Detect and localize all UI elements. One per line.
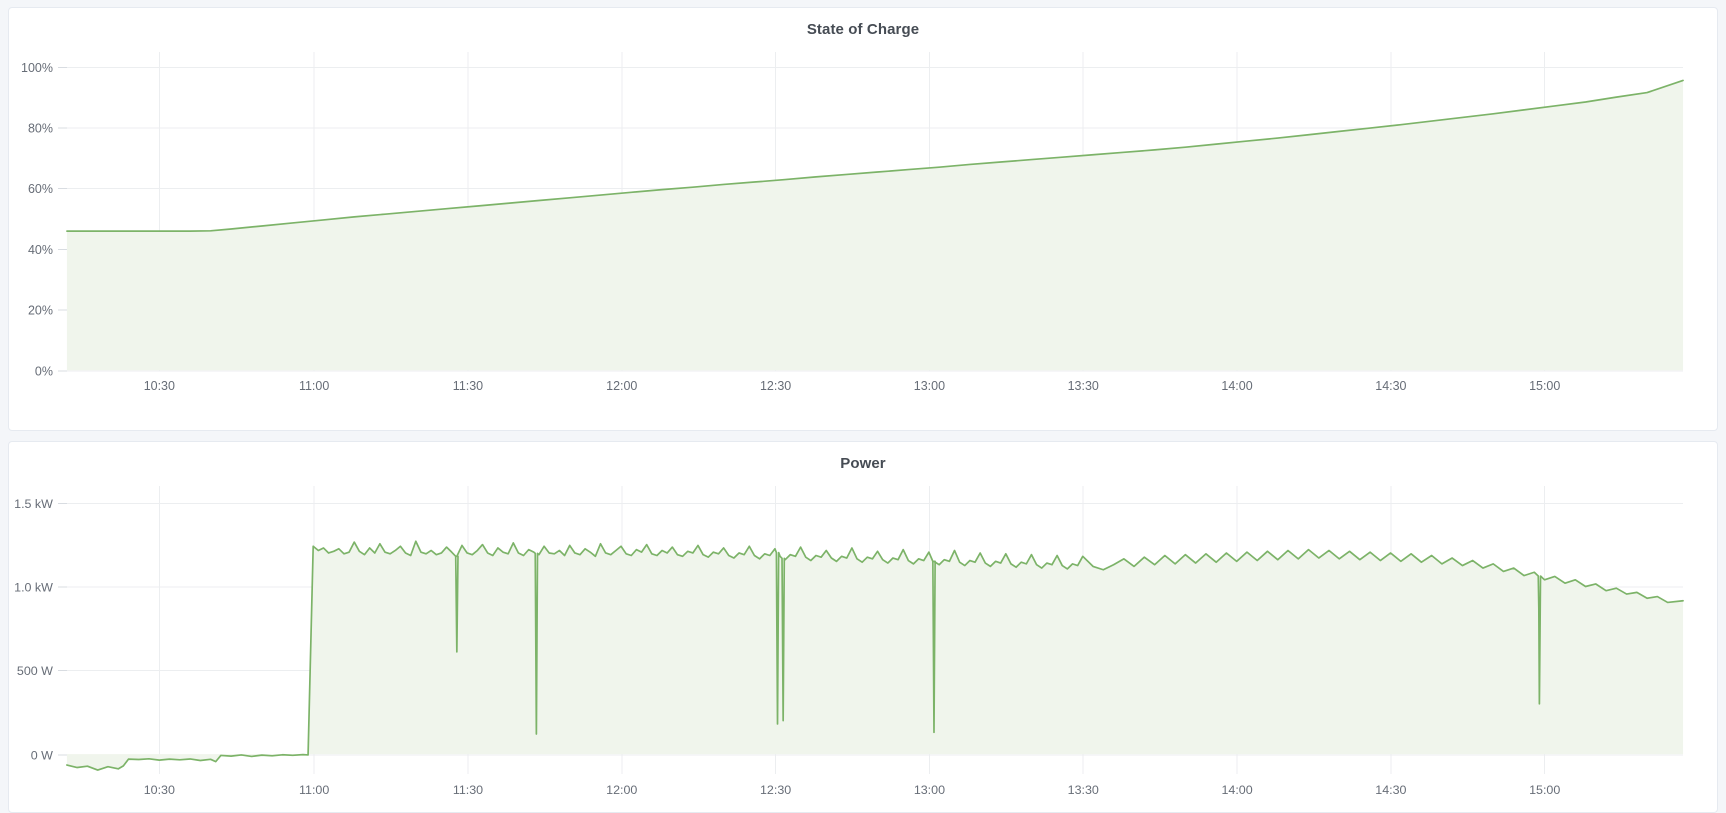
y-axis-tick-label: 20% bbox=[28, 304, 53, 318]
x-axis-tick-label: 15:00 bbox=[1529, 783, 1560, 797]
x-axis-tick-label: 10:30 bbox=[144, 379, 175, 393]
x-axis-tick-label: 11:00 bbox=[299, 783, 329, 797]
y-axis-tick-label: 1.0 kW bbox=[14, 580, 53, 594]
chart-area-state-of-charge[interactable]: 0% 20% 40% 60% 80% 100% 10:30 11:00 11:30 12:00 12… bbox=[9, 42, 1717, 430]
y-axis-tick-label: 1.5 kW bbox=[14, 497, 53, 511]
x-axis-tick-label: 13:30 bbox=[1068, 379, 1099, 393]
x-axis-tick-label: 15:00 bbox=[1529, 379, 1560, 393]
panel-title-state-of-charge: State of Charge bbox=[806, 21, 920, 38]
panel-power: Power 0 W 500 W 1.0 kW 1.5 kW 10:30 11:00 11:3… bbox=[8, 441, 1718, 813]
x-axis-tick-label: 11:00 bbox=[299, 379, 329, 393]
x-axis-tick-label: 14:00 bbox=[1221, 379, 1252, 393]
power-chart[interactable]: 0 W 500 W 1.0 kW 1.5 kW 10:30 11:00 11:30 12:00… bbox=[9, 476, 1717, 812]
y-axis-tick-label: 0 W bbox=[31, 748, 53, 762]
panel-title-power: Power bbox=[840, 455, 886, 472]
x-axis-tick-label: 13:30 bbox=[1068, 783, 1099, 797]
x-axis-tick-label: 13:00 bbox=[914, 379, 945, 393]
x-axis-tick-label: 14:30 bbox=[1375, 379, 1406, 393]
y-axis-tick-label: 0% bbox=[35, 364, 53, 378]
series-area-fill bbox=[66, 541, 1684, 771]
x-axis-tick-label: 12:30 bbox=[760, 783, 791, 797]
x-axis-tick-label: 14:00 bbox=[1221, 783, 1252, 797]
y-axis-tick-label: 500 W bbox=[17, 664, 53, 678]
series-line bbox=[66, 79, 1684, 232]
chart-area-power[interactable]: 0 W 500 W 1.0 kW 1.5 kW 10:30 11:00 11:30 12:00… bbox=[9, 476, 1717, 812]
y-axis-tick-label: 60% bbox=[28, 182, 53, 196]
x-axis-tick-label: 10:30 bbox=[144, 783, 175, 797]
y-axis-tick-label: 40% bbox=[28, 243, 53, 257]
y-axis-tick-label: 80% bbox=[28, 122, 53, 136]
x-axis-tick-label: 13:00 bbox=[914, 783, 945, 797]
x-axis-tick-label: 12:00 bbox=[606, 783, 637, 797]
x-axis-tick-label: 12:30 bbox=[760, 379, 791, 393]
y-axis-tick-label: 100% bbox=[21, 61, 53, 75]
series-line bbox=[66, 540, 1684, 771]
series-area-fill bbox=[66, 80, 1684, 371]
x-axis-tick-label: 12:00 bbox=[606, 379, 637, 393]
x-axis-tick-label: 11:30 bbox=[453, 783, 483, 797]
panel-state-of-charge: State of Charge 0% 20% 40% 60% 80% 100% 10:30 1… bbox=[8, 7, 1718, 431]
x-axis-tick-label: 14:30 bbox=[1375, 783, 1406, 797]
x-axis-tick-label: 11:30 bbox=[453, 379, 483, 393]
state-of-charge-chart[interactable]: 0% 20% 40% 60% 80% 100% 10:30 11:00 11:30 12:00 12… bbox=[9, 42, 1717, 430]
